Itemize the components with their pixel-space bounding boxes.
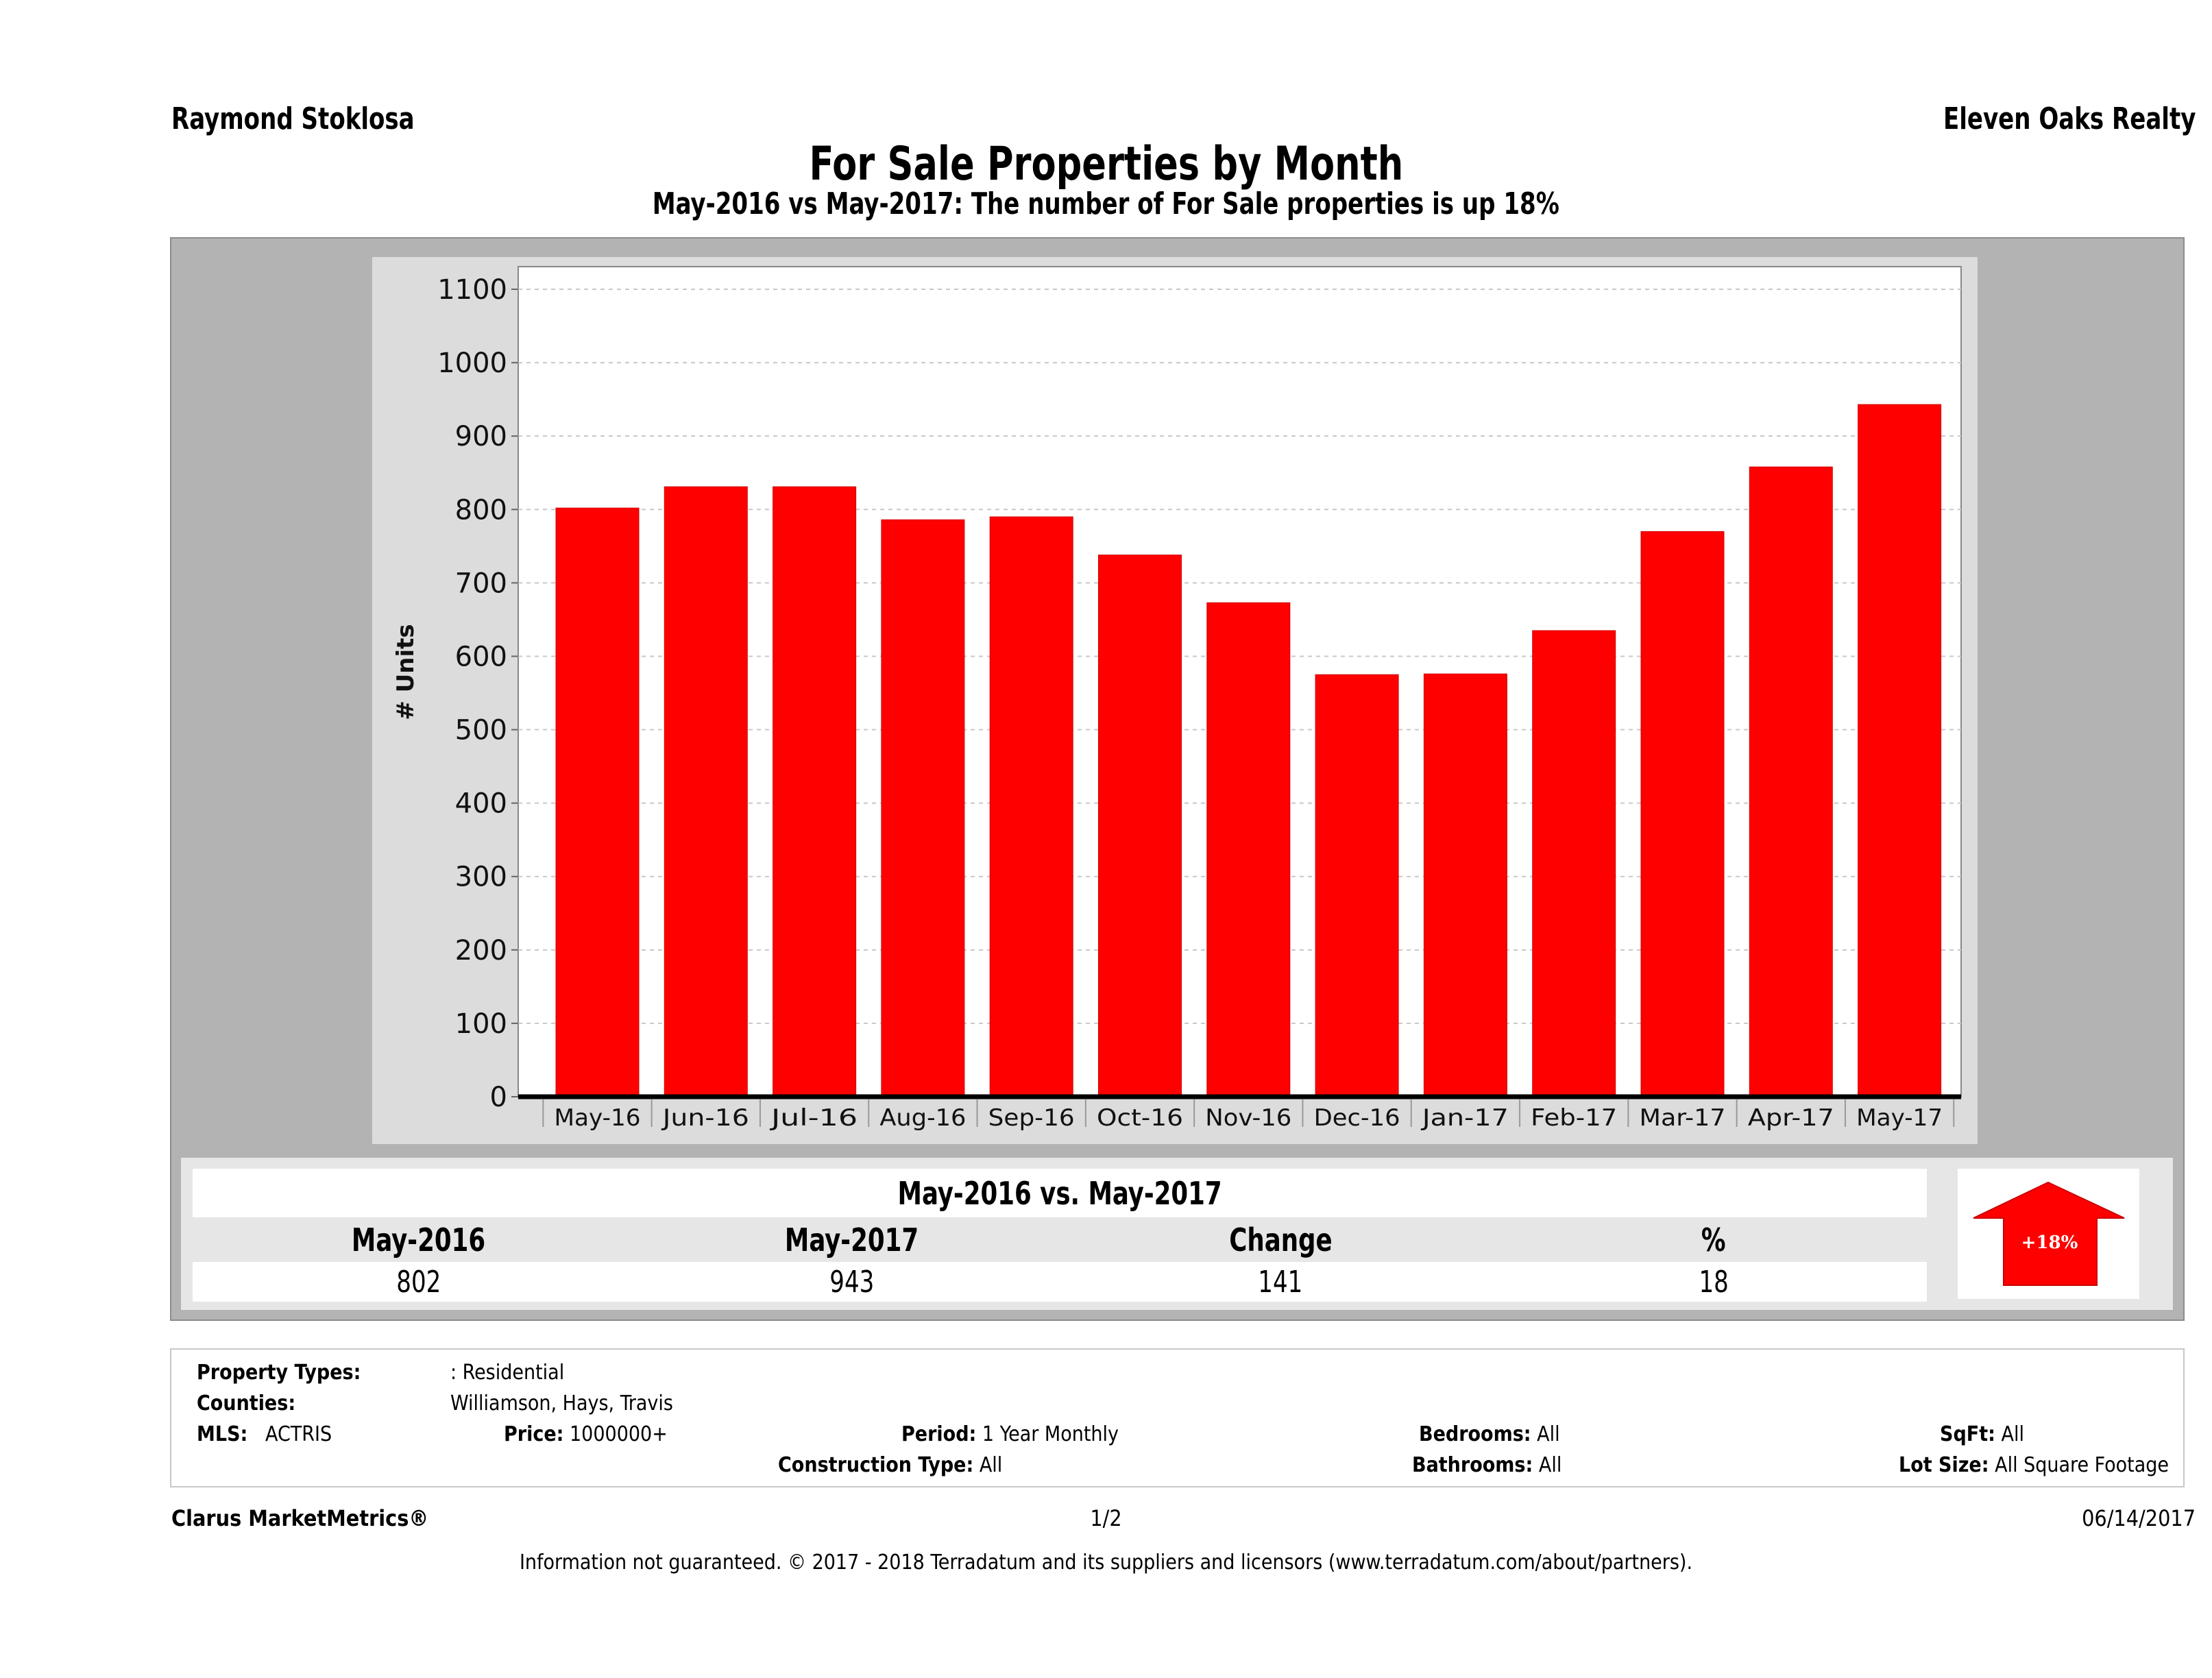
x-tick-label: Aug-16 [879,1104,966,1132]
bar-dec-16 [1315,674,1399,1097]
x-tick-label: May-16 [555,1104,641,1132]
summary-value-change: 141 [1258,1264,1303,1300]
bar-chart: 0 100 200 300 400 500 600 700 800 900 1000 1100 # Un… [392,266,1962,1132]
report-subtitle-text: May-2016 vs May-2017: The number of For … [652,186,1560,221]
x-tick-label: May-17 [1856,1104,1943,1132]
criteria-bathrooms-label: Bathrooms: [1412,1453,1533,1477]
bar-may-16 [555,507,640,1097]
summary-title: May-2016 vs. May-2017 [897,1174,1222,1212]
bar-may-17 [1858,404,1942,1097]
criteria-lot-size: Lot Size: All Square Footage [1899,1453,2169,1477]
criteria-mls-label: MLS: [197,1422,248,1446]
x-tick-label: Jul-16 [769,1104,858,1132]
criteria-mls: MLS: ACTRIS [197,1422,332,1446]
x-tick-label: Mar-17 [1640,1104,1726,1132]
criteria-bedrooms-value: All [1537,1422,1560,1446]
summary-header-end: May-2017 [785,1221,919,1258]
change-badge: +18% [1958,1169,2139,1299]
y-tick-label: 0 [490,1082,507,1113]
criteria-lot-size-label: Lot Size: [1899,1453,1989,1477]
y-tick-label: 400 [455,788,507,820]
comparison-summary: May-2016 vs. May-2017 May-2016 May-2017 … [181,1158,2173,1310]
y-tick-label: 800 [455,494,507,526]
x-tick-label: Sep-16 [988,1104,1075,1132]
y-tick-label: 1100 [437,274,507,306]
y-tick-label: 300 [455,862,507,893]
x-tick-label: Dec-16 [1314,1104,1400,1132]
criteria-property-types-value: : Residential [450,1361,565,1385]
criteria-counties: Counties: [197,1391,295,1415]
summary-value-percent: 18 [1699,1264,1729,1300]
criteria-counties-value: Williamson, Hays, Travis [450,1391,673,1415]
criteria-bedrooms-label: Bedrooms: [1419,1422,1531,1446]
y-tick-label: 1000 [437,348,507,379]
criteria-construction-value: All [979,1453,1003,1477]
chart-panel: 0 100 200 300 400 500 600 700 800 900 1000 1100 # Un… [372,257,1978,1144]
y-tick-label: 600 [455,641,507,672]
criteria-period: Period: 1 Year Monthly [901,1422,1119,1446]
x-tick-label: Jun-16 [661,1104,749,1132]
criteria-lot-size-value: All Square Footage [1995,1453,2170,1477]
y-tick-label: 900 [455,421,507,452]
criteria-bathrooms-value: All [1538,1453,1562,1477]
report-title-text: For Sale Properties by Month [809,137,1403,191]
bar-jul-16 [773,486,857,1097]
criteria-counties-label: Counties: [197,1391,296,1415]
bar-sep-16 [989,516,1073,1097]
bar-jan-17 [1423,673,1507,1097]
bar-oct-16 [1098,555,1182,1097]
x-tick-label: Nov-16 [1205,1104,1291,1132]
up-arrow-icon: +18% [1973,1181,2125,1286]
up-arrow-shape [1973,1181,2125,1286]
criteria-property-types-label: Property Types: [197,1361,361,1385]
report-date: 06/14/2017 [2082,1505,2196,1531]
summary-value-end: 943 [829,1264,875,1300]
bar-apr-17 [1749,466,1833,1097]
bar-jun-16 [664,486,748,1097]
bar-nov-16 [1206,602,1291,1097]
bar-aug-16 [881,519,965,1097]
criteria-property-types: Property Types: [197,1361,361,1385]
criteria-mls-value: ACTRIS [265,1422,332,1446]
criteria-sqft-label: SqFt: [1940,1422,1995,1446]
y-axis-label: # Units [392,624,420,720]
x-tick-label: Jan-17 [1421,1104,1509,1132]
criteria-period-value: 1 Year Monthly [982,1422,1119,1446]
x-tick-label: Apr-17 [1748,1104,1834,1132]
x-tick-label: Feb-17 [1531,1104,1617,1132]
y-tick-label: 700 [455,568,507,599]
summary-title-row: May-2016 vs. May-2017 [193,1169,1927,1217]
criteria-sqft-value: All [2001,1422,2024,1446]
criteria-sqft: SqFt: All [1940,1422,2024,1446]
y-tick-label: 100 [455,1008,507,1040]
criteria-period-label: Period: [901,1422,977,1446]
bar-mar-17 [1640,531,1725,1097]
summary-header-row: May-2016 May-2017 Change % [193,1217,1927,1262]
change-badge-label: +18% [2021,1232,2078,1253]
criteria-price-value: 1000000+ [570,1422,668,1446]
criteria-construction: Construction Type: All [778,1453,1002,1477]
company-name: Eleven Oaks Realty [1943,101,2196,136]
y-tick-label: 200 [455,935,507,966]
bar-feb-17 [1532,630,1616,1097]
criteria-construction-label: Construction Type: [778,1453,974,1477]
brand-footer: Clarus MarketMetrics® [171,1505,429,1531]
summary-value-start: 802 [396,1264,441,1300]
report-criteria: Property Types: : Residential Counties: … [170,1348,2185,1487]
report-subtitle: May-2016 vs May-2017: The number of For … [0,186,2212,221]
summary-value-row: 802 943 141 18 [193,1262,1927,1302]
x-tick-label: Oct-16 [1097,1104,1183,1132]
criteria-price-label: Price: [504,1422,564,1446]
y-tick-label: 500 [455,715,507,746]
page-number: 1/2 [1090,1505,1122,1531]
report-title: For Sale Properties by Month [0,137,2212,191]
criteria-bedrooms: Bedrooms: All [1419,1422,1560,1446]
criteria-price: Price: 1000000+ [504,1422,668,1446]
disclaimer: Information not guaranteed. © 2017 - 201… [519,1551,1693,1574]
summary-header-start: May-2016 [352,1221,486,1258]
criteria-bathrooms: Bathrooms: All [1412,1453,1561,1477]
agent-name: Raymond Stoklosa [171,101,415,136]
summary-header-percent: % [1701,1221,1726,1258]
summary-header-change: Change [1228,1221,1333,1258]
